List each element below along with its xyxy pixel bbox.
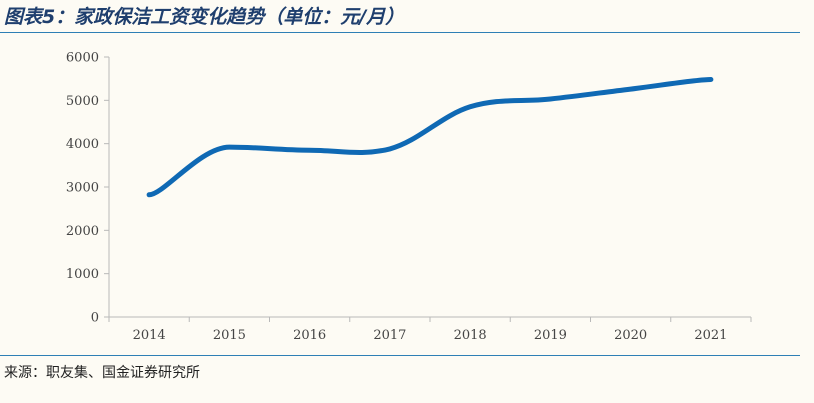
y-tick-labels: 0 1000 2000 3000 4000 5000 6000: [66, 51, 99, 326]
chart-title: 图表5：家政保洁工资变化趋势（单位：元/月）: [4, 6, 405, 28]
x-tick-marks: [108, 317, 752, 322]
x-tick-label: 2015: [213, 328, 246, 343]
top-rule: [0, 32, 800, 33]
y-tick-label: 5000: [66, 94, 99, 109]
y-tick-label: 4000: [66, 137, 99, 152]
x-tick-label: 2014: [133, 328, 166, 343]
x-tick-label: 2018: [454, 328, 487, 343]
x-tick-label: 2019: [534, 328, 567, 343]
y-tick-label: 1000: [66, 267, 99, 282]
x-tick-label: 2020: [614, 328, 647, 343]
bottom-rule: [0, 355, 800, 356]
x-tick-label: 2016: [293, 328, 326, 343]
x-tick-label: 2017: [373, 328, 406, 343]
y-tick-label: 6000: [66, 51, 99, 66]
series-line: [146, 77, 714, 198]
source-note: 来源：职友集、国金证券研究所: [4, 365, 200, 381]
y-tick-label: 0: [91, 311, 99, 326]
y-tick-label: 2000: [66, 224, 99, 239]
x-tick-labels: 2014 2015 2016 2017 2018 2019 2020 2021: [133, 328, 728, 343]
x-tick-label: 2021: [694, 328, 727, 343]
y-tick-label: 3000: [66, 181, 99, 196]
y-tick-marks: [104, 56, 109, 318]
